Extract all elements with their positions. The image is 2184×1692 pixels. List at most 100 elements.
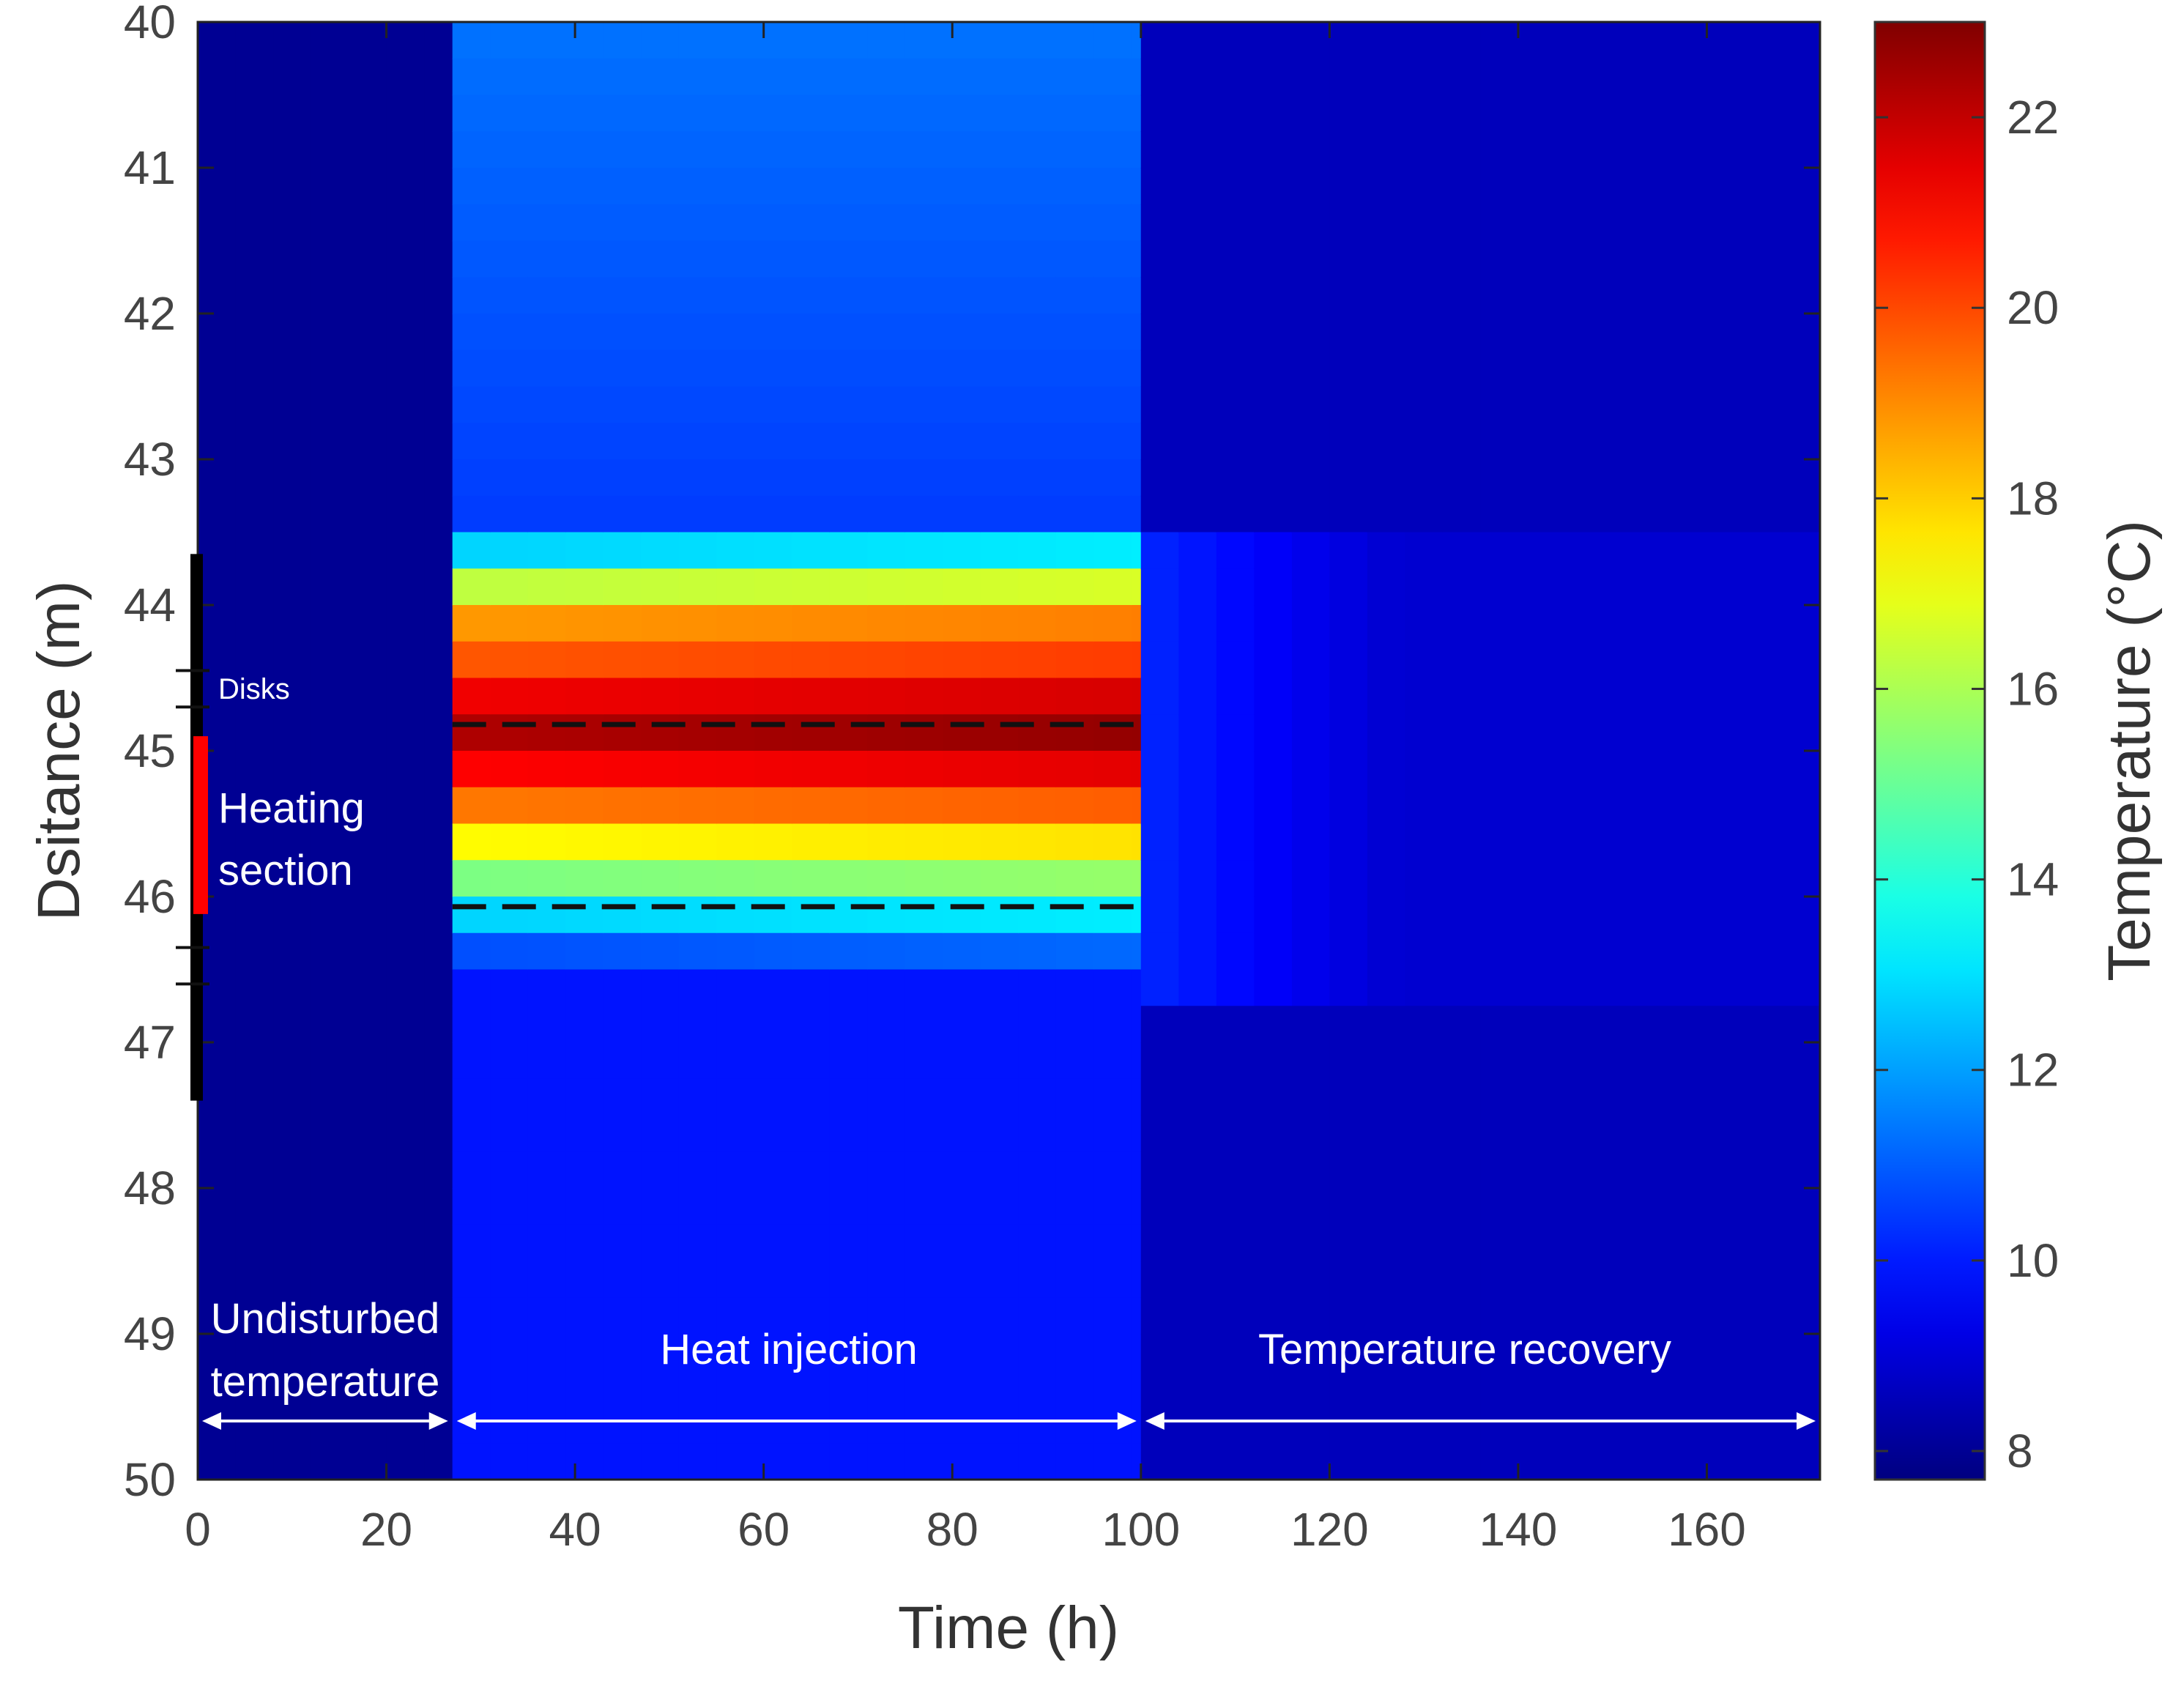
heatmap-cell	[424, 1443, 453, 1480]
heatmap-cell	[565, 787, 604, 825]
heatmap-cell	[490, 605, 529, 642]
x-tick-label: 60	[738, 1503, 790, 1556]
heatmap-cell	[1782, 349, 1820, 387]
heatmap-cell	[1140, 58, 1180, 96]
heatmap-cell	[424, 277, 453, 314]
heatmap-cell	[1518, 204, 1557, 242]
heatmap-cell	[1254, 386, 1293, 424]
heatmap-cell	[527, 1224, 567, 1262]
heatmap-cell	[754, 714, 793, 752]
heatmap-cell	[980, 897, 1019, 934]
heatmap-cell	[754, 94, 793, 133]
heatmap-cell	[1131, 897, 1142, 934]
heatmap-cell	[1131, 423, 1142, 460]
heatmap-cell	[1178, 1297, 1217, 1335]
heatmap-cell	[1254, 605, 1293, 642]
heatmap-cell	[867, 386, 906, 424]
heatmap-cell	[678, 1188, 718, 1225]
heatmap-cell	[1018, 58, 1057, 96]
heatmap-cell	[349, 787, 387, 825]
heatmap-cell	[1744, 969, 1783, 1007]
heatmap-cell	[1744, 1224, 1783, 1262]
heatmap-cell	[1706, 678, 1745, 716]
heatmap-cell	[311, 568, 349, 606]
heatmap-cell	[1593, 349, 1633, 387]
heatmap-cell	[1178, 605, 1217, 642]
heatmap-cell	[980, 58, 1019, 96]
heatmap-cell	[1140, 714, 1180, 752]
heatmap-cell	[1018, 1115, 1057, 1153]
heatmap-cell	[1442, 277, 1482, 314]
heatmap-cell	[1480, 1042, 1519, 1080]
heatmap-cell	[386, 678, 425, 716]
heatmap-cell	[678, 58, 718, 96]
heatmap-cell	[1480, 714, 1519, 752]
heatmap-cell	[1631, 277, 1670, 314]
heatmap-cell	[1131, 22, 1142, 59]
heatmap-cell	[452, 932, 491, 971]
heatmap-cell	[1668, 240, 1708, 278]
heatmap-cell	[1291, 714, 1331, 752]
heatmap-cell	[1405, 932, 1444, 971]
heatmap-cell	[603, 423, 642, 460]
heatmap-cell	[1093, 532, 1132, 570]
heatmap-cell	[603, 22, 642, 59]
heatmap-cell	[1216, 277, 1255, 314]
heatmap-cell	[641, 1188, 680, 1225]
heatmap-cell	[792, 1334, 831, 1371]
heatmap-cell	[1254, 277, 1293, 314]
heatmap-cell	[1018, 932, 1057, 971]
heatmap-cell	[452, 495, 491, 533]
heatmap-cell	[1706, 641, 1745, 679]
heatmap-cell	[1291, 787, 1331, 825]
heatmap-cell	[1140, 1443, 1180, 1480]
heatmap-cell	[1216, 932, 1255, 971]
heatmap-cell	[641, 94, 680, 133]
heatmap-cell	[943, 1151, 981, 1189]
heatmap-cell	[1405, 386, 1444, 424]
heatmap-cell	[490, 678, 529, 716]
heatmap-cell	[1216, 823, 1255, 861]
heatmap-cell	[1480, 787, 1519, 825]
heatmap-cell	[1093, 641, 1132, 679]
heatmap-cell	[273, 1151, 312, 1189]
heatmap-cell	[1178, 1151, 1217, 1189]
heatmap-cell	[386, 495, 425, 533]
heatmap-cell	[452, 1078, 491, 1116]
heatmap-cell	[1216, 1078, 1255, 1116]
heatmap-cell	[1442, 240, 1482, 278]
heatmap-cell	[905, 714, 944, 752]
heatmap-cell	[1055, 568, 1095, 606]
heatmap-cell	[603, 1224, 642, 1262]
heatmap-cell	[349, 714, 387, 752]
heatmap-cell	[1254, 1188, 1293, 1225]
heatmap-cell	[1480, 1297, 1519, 1335]
heatmap-cell	[1480, 678, 1519, 716]
y-tick-label: 46	[124, 870, 176, 923]
heatmap-cell	[754, 1042, 793, 1080]
heatmap-cell	[527, 1151, 567, 1189]
heatmap-cell	[754, 751, 793, 788]
heatmap-cell	[980, 751, 1019, 788]
heatmap-cell	[641, 459, 680, 497]
heatmap-cell	[1706, 94, 1745, 133]
heatmap-cell	[490, 1042, 529, 1080]
heatmap-cell	[452, 641, 491, 679]
heatmap-cell	[527, 423, 567, 460]
heatmap-cell	[603, 860, 642, 897]
heatmap-cell	[490, 532, 529, 570]
heatmap-cell	[1631, 1224, 1670, 1262]
heatmap-cell	[490, 1115, 529, 1153]
heatmap-cell	[198, 94, 237, 133]
heatmap-cell	[1140, 1224, 1180, 1262]
heatmap-cell	[1405, 1297, 1444, 1335]
heatmap-cell	[641, 240, 680, 278]
heatmap-cell	[829, 678, 869, 716]
colorbar-tick-label: 8	[2007, 1425, 2033, 1477]
heatmap-cell	[452, 860, 491, 897]
heatmap-cell	[1782, 1224, 1820, 1262]
heatmap-cell	[1668, 1334, 1708, 1371]
heatmap-cell	[1668, 386, 1708, 424]
